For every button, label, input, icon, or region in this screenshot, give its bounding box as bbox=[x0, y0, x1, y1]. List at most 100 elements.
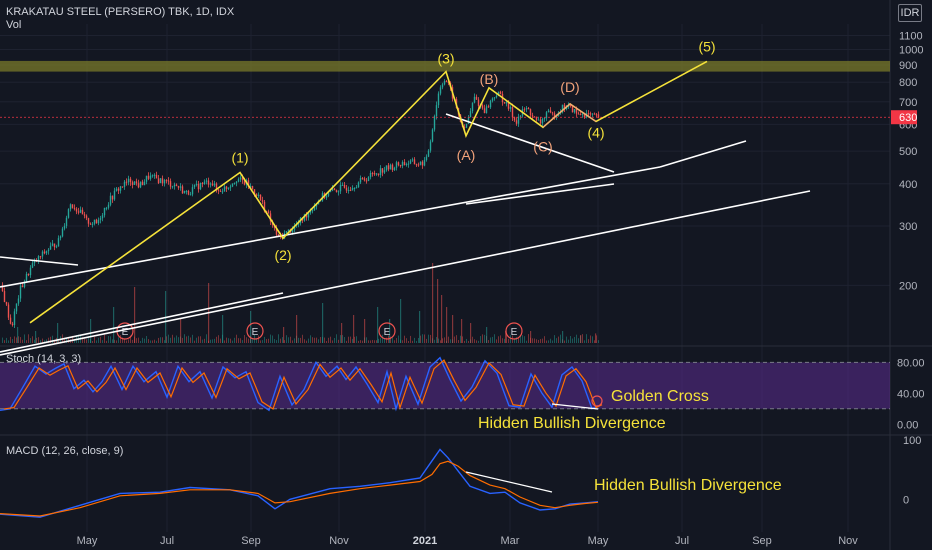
candle-body bbox=[309, 211, 312, 213]
golden-cross-note: Golden Cross bbox=[611, 388, 709, 405]
volume-spike bbox=[90, 319, 92, 343]
volume-bar bbox=[164, 340, 165, 343]
volume-bar bbox=[392, 337, 393, 343]
candle-body bbox=[97, 219, 100, 224]
volume-bar bbox=[542, 338, 543, 343]
volume-bar bbox=[2, 337, 3, 343]
volume-bar bbox=[360, 340, 361, 343]
volume-spike bbox=[419, 311, 421, 343]
volume-bar bbox=[466, 338, 467, 343]
candle-body bbox=[65, 217, 68, 226]
volume-bar bbox=[410, 335, 411, 343]
volume-bar bbox=[352, 338, 353, 343]
candle-body bbox=[397, 162, 400, 166]
volume-bar bbox=[536, 339, 537, 343]
volume-bar bbox=[86, 339, 87, 343]
candle-body bbox=[37, 256, 40, 262]
volume-bar bbox=[538, 339, 539, 343]
volume-bar bbox=[144, 338, 145, 343]
volume-bar bbox=[50, 336, 51, 343]
candle-body bbox=[47, 249, 50, 252]
candle-body bbox=[225, 186, 228, 189]
candle-body bbox=[253, 189, 256, 194]
volume-bar bbox=[378, 338, 379, 343]
price-tick-label: 700 bbox=[899, 97, 917, 109]
volume-bar bbox=[324, 337, 325, 343]
volume-bar bbox=[198, 336, 199, 343]
volume-bar bbox=[152, 340, 153, 343]
volume-bar bbox=[522, 335, 523, 343]
candle-body bbox=[307, 212, 310, 218]
candle-body bbox=[173, 184, 176, 187]
volume-bar bbox=[294, 338, 295, 343]
candle-body bbox=[351, 188, 354, 191]
candle-body bbox=[423, 159, 426, 166]
candle-body bbox=[393, 167, 396, 171]
price-tick-label: 800 bbox=[899, 77, 917, 89]
volume-bar bbox=[244, 335, 245, 343]
stoch-pane-label[interactable]: Stoch (14, 3, 3) bbox=[6, 353, 82, 365]
volume-bar bbox=[534, 338, 535, 343]
candle-body bbox=[159, 178, 162, 184]
volume-bar bbox=[306, 340, 307, 343]
volume-spike bbox=[180, 319, 182, 343]
candle-body bbox=[111, 195, 114, 200]
candle-body bbox=[101, 215, 104, 219]
candle-body bbox=[575, 109, 578, 114]
volume-bar bbox=[196, 337, 197, 343]
candle-body bbox=[171, 186, 174, 188]
volume-bar bbox=[92, 340, 93, 343]
volume-bar bbox=[18, 336, 19, 343]
volume-spike bbox=[530, 331, 532, 343]
volume-bar bbox=[42, 338, 43, 343]
volume-bar bbox=[482, 334, 483, 343]
candle-body bbox=[61, 228, 64, 237]
candle-body bbox=[483, 108, 486, 114]
candle-body bbox=[201, 182, 204, 184]
channel-extension-line bbox=[659, 140, 747, 168]
price-tick-label: 200 bbox=[899, 280, 917, 292]
candle-body bbox=[77, 211, 80, 213]
candle-body bbox=[503, 102, 506, 104]
volume-bar bbox=[14, 336, 15, 343]
volume-spike bbox=[446, 307, 448, 343]
volume-bar bbox=[256, 338, 257, 343]
candle-body bbox=[469, 111, 472, 118]
macd-tick-label: 100 bbox=[903, 435, 921, 447]
volume-bar bbox=[94, 336, 95, 343]
volume-bar bbox=[398, 335, 399, 343]
candle-body bbox=[263, 201, 266, 212]
candle-body bbox=[587, 113, 590, 115]
volume-spike bbox=[470, 323, 472, 343]
volume-spike bbox=[353, 315, 355, 343]
volume-spike bbox=[322, 303, 324, 343]
stochastic-pane bbox=[0, 356, 890, 412]
currency-badge[interactable]: IDR bbox=[898, 4, 922, 22]
volume-spike bbox=[134, 287, 136, 343]
stoch-tick-label: 80.00 bbox=[897, 357, 925, 369]
candle-body bbox=[127, 178, 130, 183]
candle-body bbox=[237, 179, 240, 182]
macd-tick-label: 0 bbox=[903, 494, 909, 506]
candle-body bbox=[341, 184, 344, 186]
volume-bar bbox=[182, 337, 183, 343]
volume-bar bbox=[478, 340, 479, 343]
price-tick-label: 400 bbox=[899, 179, 917, 191]
volume-bar bbox=[588, 339, 589, 343]
candle-body bbox=[505, 101, 508, 104]
candle-body bbox=[153, 174, 156, 176]
volume-spike bbox=[461, 319, 463, 343]
candle-body bbox=[231, 183, 234, 187]
wave-label: (3) bbox=[437, 51, 454, 67]
macd-pane-label[interactable]: MACD (12, 26, close, 9) bbox=[6, 445, 124, 457]
volume-bar bbox=[158, 337, 159, 343]
stoch-tick-label: 0.00 bbox=[897, 419, 918, 431]
volume-spike bbox=[505, 331, 507, 343]
volume-bar bbox=[460, 335, 461, 343]
candle-body bbox=[23, 281, 26, 288]
volume-bar bbox=[8, 340, 9, 343]
volume-bar bbox=[496, 339, 497, 343]
volume-bar bbox=[38, 337, 39, 343]
volume-bar bbox=[426, 338, 427, 343]
candle-body bbox=[545, 112, 548, 119]
